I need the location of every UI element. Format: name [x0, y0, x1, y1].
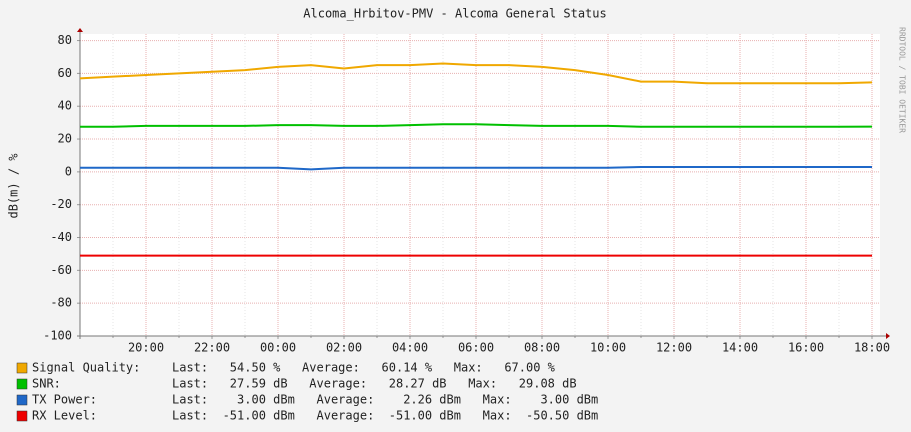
legend-stats: Last: -51.00 dBm Average: -51.00 dBm Max…	[172, 409, 598, 423]
legend-swatch	[16, 410, 28, 422]
legend-swatch	[16, 394, 28, 406]
x-axis-arrow	[886, 333, 890, 339]
x-tick-label: 20:00	[128, 341, 164, 355]
y-tick-label: -60	[50, 263, 72, 277]
x-tick-label: 14:00	[722, 341, 758, 355]
x-tick-label: 16:00	[788, 341, 824, 355]
y-tick-label: 40	[58, 99, 72, 113]
y-tick-label: 0	[65, 164, 72, 178]
legend-label: SNR:	[32, 377, 61, 391]
legend-label: Signal Quality:	[32, 361, 140, 375]
y-tick-label: -100	[43, 329, 72, 343]
x-tick-label: 22:00	[194, 341, 230, 355]
series-line	[80, 123, 873, 128]
x-tick-label: 00:00	[260, 341, 296, 355]
y-tick-label: -80	[50, 296, 72, 310]
legend-stats: Last: 27.59 dB Average: 28.27 dB Max: 29…	[172, 377, 577, 391]
series-line	[80, 165, 872, 171]
plot-area	[80, 34, 880, 336]
legend-label: RX Level:	[32, 409, 97, 423]
x-tick-label: 12:00	[656, 341, 692, 355]
y-tick-label: 60	[58, 66, 72, 80]
legend-stats: Last: 54.50 % Average: 60.14 % Max: 67.0…	[172, 361, 556, 375]
chart-title: Alcoma_Hrbitov-PMV - Alcoma General Stat…	[303, 7, 606, 21]
x-tick-label: 08:00	[524, 341, 560, 355]
series-line	[79, 62, 873, 85]
legend-stats: Last: 3.00 dBm Average: 2.26 dBm Max: 3.…	[172, 393, 598, 407]
watermark: RRDTOOL / TOBI OETIKER	[898, 27, 907, 133]
y-tick-label: -40	[50, 230, 72, 244]
legend-label: TX Power:	[32, 393, 97, 407]
x-tick-label: 02:00	[326, 341, 362, 355]
x-tick-label: 18:00	[854, 341, 890, 355]
x-tick-label: 04:00	[392, 341, 428, 355]
legend-swatch	[16, 378, 28, 390]
x-tick-label: 06:00	[458, 341, 494, 355]
y-tick-label: 20	[58, 132, 72, 146]
y-tick-label: 80	[58, 33, 72, 47]
x-tick-label: 10:00	[590, 341, 626, 355]
y-axis-arrow	[77, 28, 83, 32]
y-tick-label: -20	[50, 197, 72, 211]
legend-swatch	[16, 362, 28, 374]
y-axis-label: dB(m) / %	[7, 153, 21, 219]
